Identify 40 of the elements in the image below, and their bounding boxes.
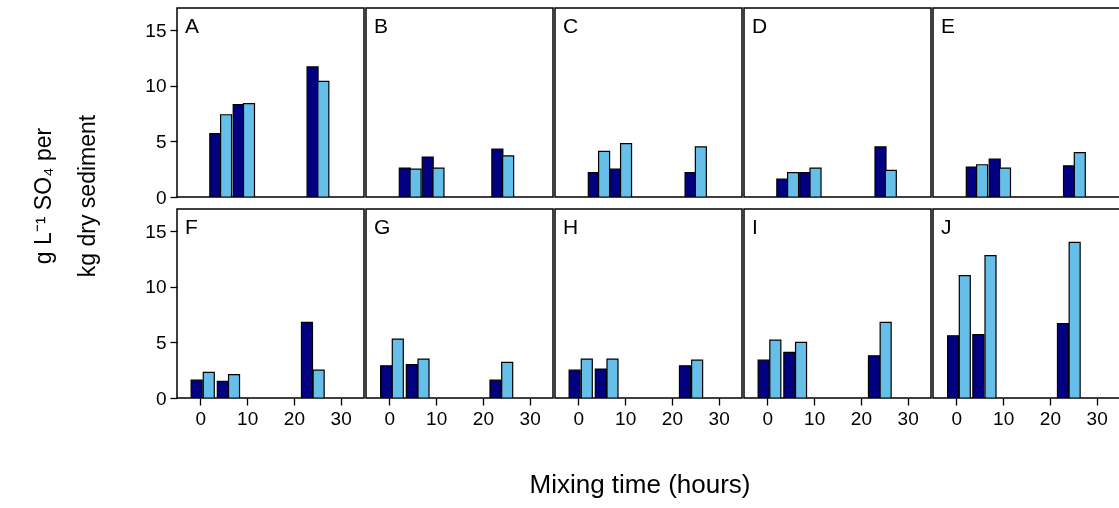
x-tick-label: 10: [804, 407, 826, 429]
x-tick-label: 0: [195, 407, 207, 429]
y-tick-label: 0: [155, 387, 167, 409]
x-tick-label: 10: [993, 407, 1015, 429]
annotation: J: [941, 215, 952, 238]
y-tick-label: 5: [155, 130, 167, 152]
x-tick-label: 30: [1086, 407, 1108, 429]
annotation: C: [563, 14, 579, 37]
annotation: B: [374, 14, 389, 37]
annotation: E: [941, 14, 956, 37]
y-tick-label: 5: [155, 331, 167, 353]
x-tick-label: 20: [472, 407, 494, 429]
x-tick-label: 20: [850, 407, 872, 429]
x-tick-label: 0: [951, 407, 963, 429]
x-tick-label: 10: [615, 407, 637, 429]
annotation: H: [563, 215, 579, 238]
x-tick-label: 30: [708, 407, 730, 429]
annotation: D: [752, 14, 768, 37]
y-tick-label: 15: [145, 19, 167, 41]
x-tick-label: 30: [897, 407, 919, 429]
x-tick-label: 10: [426, 407, 448, 429]
x-tick-label: 30: [330, 407, 352, 429]
annotation: G: [374, 215, 391, 238]
x-tick-label: 10: [237, 407, 259, 429]
y-tick-label: 15: [145, 220, 167, 242]
x-tick-label: 0: [762, 407, 774, 429]
annotation: I: [752, 215, 758, 238]
y-tick-label: 0: [155, 186, 167, 208]
x-tick-label: 0: [573, 407, 585, 429]
x-tick-label: 0: [384, 407, 396, 429]
x-tick-label: 20: [661, 407, 683, 429]
x-tick-label: 30: [519, 407, 541, 429]
x-tick-label: 20: [283, 407, 305, 429]
x-tick-label: 20: [1039, 407, 1061, 429]
y-tick-label: 10: [145, 276, 167, 298]
annotation: A: [185, 14, 200, 37]
y-axis-title: g L⁻¹ SO₄ per kg dry sediment: [29, 114, 101, 278]
x-axis-title: Mixing time (hours): [529, 468, 751, 500]
annotation: F: [185, 215, 198, 238]
y-tick-label: 10: [145, 75, 167, 97]
